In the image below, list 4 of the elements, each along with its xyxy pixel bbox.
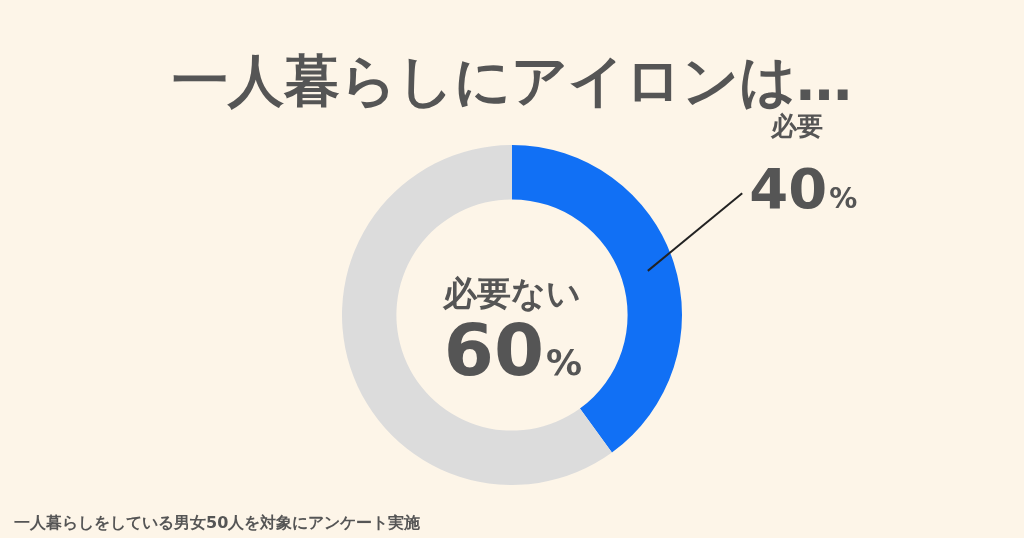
chart-title: 一人暮らしにアイロンは… bbox=[172, 48, 852, 113]
text: 一人暮らしをしている男女50人を対象にアンケート実施 bbox=[14, 513, 422, 532]
slice-label: 必要 bbox=[770, 111, 824, 142]
data-label: 40% bbox=[749, 156, 858, 222]
